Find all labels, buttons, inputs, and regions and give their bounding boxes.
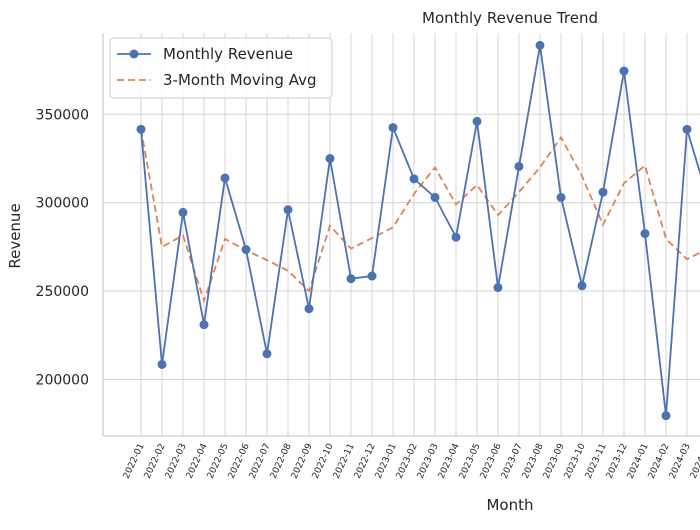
monthly-revenue-point xyxy=(452,233,461,242)
monthly-revenue-point xyxy=(368,272,377,281)
monthly-revenue-point xyxy=(473,117,482,126)
legend-label-moving-avg: 3-Month Moving Avg xyxy=(163,71,316,89)
monthly-revenue-point xyxy=(221,173,230,182)
monthly-revenue-point xyxy=(389,123,398,132)
monthly-revenue-point xyxy=(536,41,545,50)
chart-title: Monthly Revenue Trend xyxy=(422,9,598,27)
monthly-revenue-point xyxy=(641,229,650,238)
legend-label-monthly-revenue: Monthly Revenue xyxy=(163,45,293,63)
monthly-revenue-point xyxy=(158,360,167,369)
monthly-revenue-point xyxy=(347,274,356,283)
monthly-revenue-point xyxy=(557,193,566,202)
monthly-revenue-point xyxy=(431,193,440,202)
monthly-revenue-point xyxy=(599,188,608,197)
y-tick-label: 250000 xyxy=(36,284,89,300)
legend-marker-monthly-revenue xyxy=(130,50,139,59)
tick-labels: 2022-012022-022022-032022-042022-052022-… xyxy=(36,107,700,480)
monthly-revenue-point xyxy=(263,349,272,358)
monthly-revenue-point xyxy=(179,208,188,217)
monthly-revenue-point xyxy=(494,283,503,292)
y-axis-label: Revenue xyxy=(6,203,24,268)
y-tick-label: 350000 xyxy=(36,107,89,123)
monthly-revenue-point xyxy=(515,162,524,171)
y-tick-label: 200000 xyxy=(36,372,89,388)
x-axis-label: Month xyxy=(486,496,533,514)
legend: Monthly Revenue 3-Month Moving Avg xyxy=(110,38,332,98)
monthly-revenue-point xyxy=(620,67,629,76)
monthly-revenue-point xyxy=(305,304,314,313)
monthly-revenue-point xyxy=(137,125,146,134)
monthly-revenue-point xyxy=(683,125,692,134)
y-tick-label: 300000 xyxy=(36,196,89,212)
monthly-revenue-point xyxy=(200,320,209,329)
monthly-revenue-point xyxy=(326,154,335,163)
monthly-revenue-point xyxy=(410,174,419,183)
monthly-revenue-point xyxy=(242,245,251,254)
monthly-revenue-point xyxy=(578,281,587,290)
monthly-revenue-point xyxy=(284,205,293,214)
monthly-revenue-point xyxy=(662,411,671,420)
